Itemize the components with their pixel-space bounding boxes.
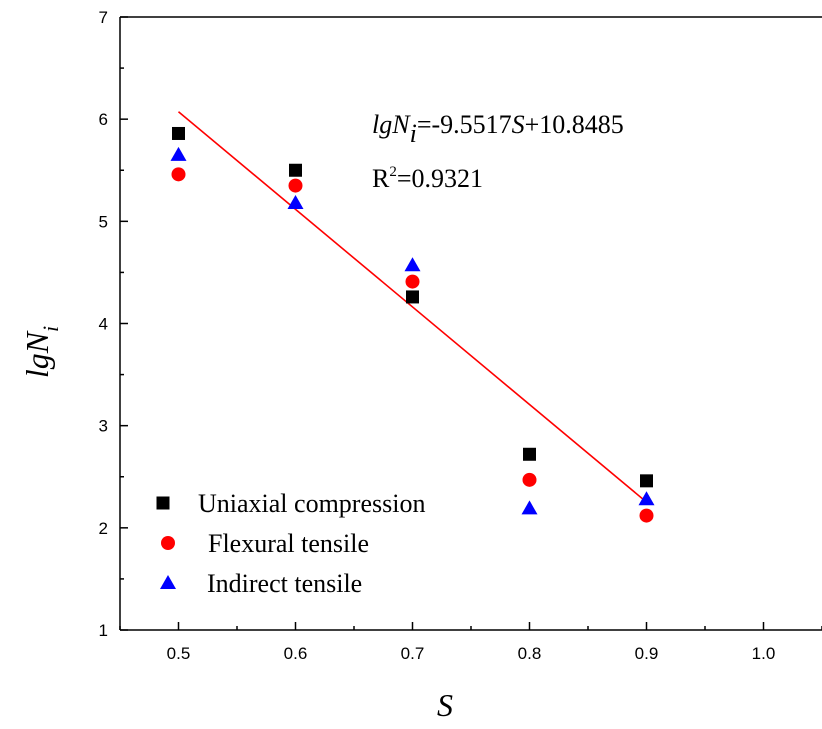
- y-tick-label: 6: [99, 110, 108, 129]
- equation-var: S: [512, 110, 525, 139]
- data-point-square: [289, 163, 302, 177]
- equation-suffix: +10.8485: [525, 110, 624, 139]
- fit-line-layer: [177, 111, 648, 503]
- y-axis-label-base: lgN: [19, 330, 55, 378]
- data-point-circle: [171, 167, 186, 182]
- r2-value: =0.9321: [397, 164, 483, 193]
- x-tick-label: 0.7: [401, 644, 425, 663]
- x-ticks: 0.5 0.6 0.7 0.8 0.9 1.0: [119, 622, 822, 663]
- r2-label: R: [372, 164, 390, 193]
- fit-line: [177, 111, 648, 503]
- data-point-triangle: [521, 500, 538, 515]
- y-axis-label-sub: i: [38, 326, 63, 332]
- equation-prefix: lgN: [372, 110, 411, 139]
- data-point-square: [172, 126, 185, 140]
- equation-annotation: lgNi=-9.5517S+10.8485 R2=0.9321: [372, 110, 624, 193]
- y-tick-label: 1: [99, 621, 108, 640]
- data-point-triangle: [404, 257, 421, 272]
- y-tick-label: 7: [99, 8, 108, 27]
- legend-label: Flexural tensile: [208, 529, 369, 558]
- legend: Uniaxial compression Flexural tensile Indi…: [156, 489, 425, 598]
- y-tick-label: 3: [99, 417, 108, 436]
- data-point-circle: [288, 178, 303, 193]
- svg-text:R2=0.9321: R2=0.9321: [372, 164, 483, 193]
- data-points: [170, 126, 655, 523]
- data-point-circle: [639, 508, 654, 523]
- y-tick-label: 4: [99, 315, 108, 334]
- x-axis-label: S: [437, 687, 453, 723]
- x-tick-label: 0.6: [284, 644, 308, 663]
- x-tick-label: 0.8: [518, 644, 542, 663]
- data-point-circle: [405, 274, 420, 289]
- data-point-triangle: [170, 146, 187, 161]
- svg-text:lgNi=-9.5517S+10.8485: lgNi=-9.5517S+10.8485: [372, 110, 624, 148]
- legend-marker-circle: [161, 536, 175, 550]
- data-point-triangle: [287, 194, 304, 209]
- y-ticks: 1 2 3 4 5 6 7: [99, 8, 128, 640]
- legend-label: Indirect tensile: [207, 569, 362, 598]
- legend-label: Uniaxial compression: [198, 489, 425, 518]
- equation-middle: =-9.5517: [417, 110, 512, 139]
- y-tick-label: 2: [99, 519, 108, 538]
- data-point-square: [640, 474, 653, 488]
- svg-text:lgNi: lgNi: [19, 326, 63, 378]
- x-tick-label: 1.0: [752, 644, 776, 663]
- legend-marker-square: [156, 496, 170, 510]
- y-axis-label: lgNi: [19, 326, 63, 378]
- legend-marker-triangle: [160, 575, 176, 589]
- data-point-circle: [522, 472, 537, 487]
- r2-sup: 2: [389, 164, 397, 180]
- data-point-triangle: [638, 491, 655, 506]
- y-tick-label: 5: [99, 212, 108, 231]
- x-tick-label: 0.5: [167, 644, 191, 663]
- x-tick-label: 0.9: [635, 644, 659, 663]
- equation-sub: i: [410, 119, 417, 148]
- data-point-square: [523, 447, 536, 461]
- data-point-square: [406, 290, 419, 304]
